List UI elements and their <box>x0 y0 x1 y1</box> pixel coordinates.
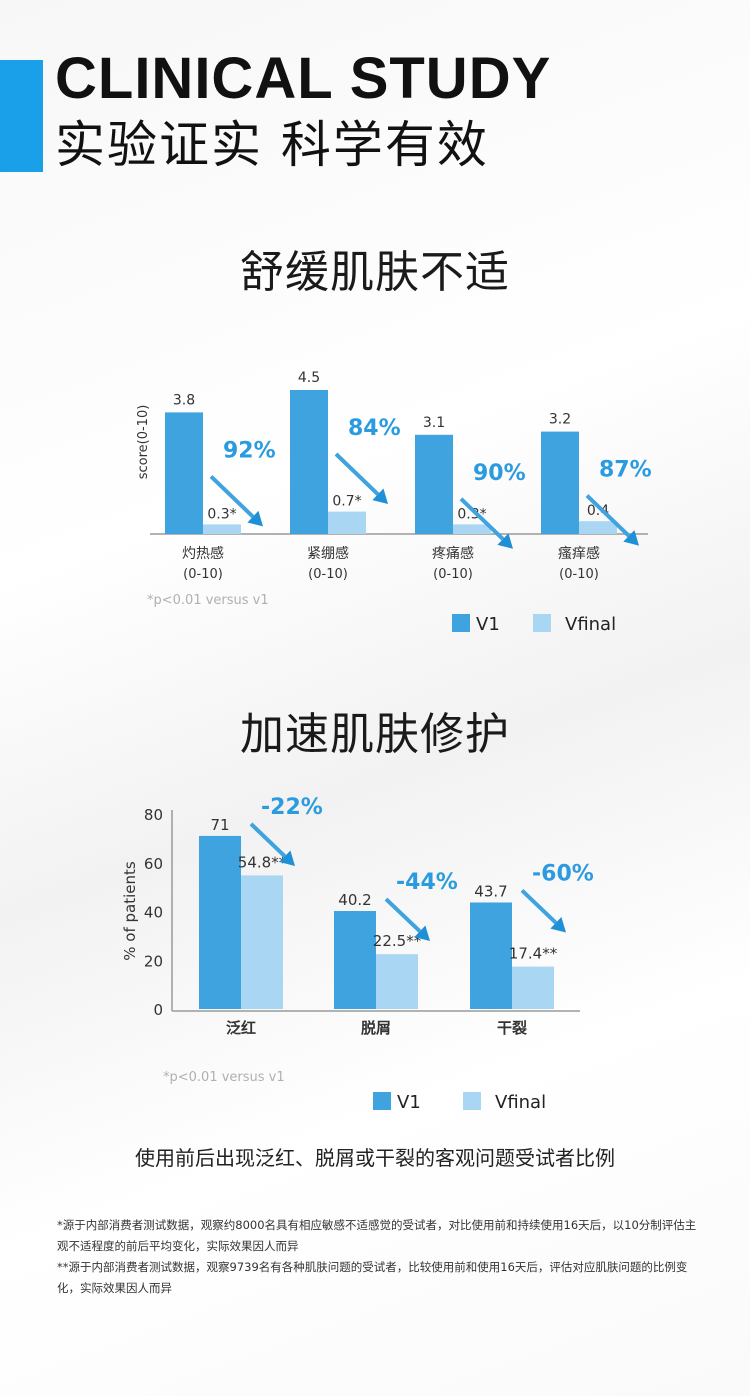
legend-swatch-v1 <box>373 1092 391 1110</box>
x-tick-label: 干裂 <box>497 1019 527 1037</box>
reduction-label: -60% <box>532 861 594 886</box>
reduction-label: -44% <box>396 870 458 895</box>
x-tick-sublabel: (0-10) <box>183 567 223 582</box>
bar-vfinal <box>241 875 283 1009</box>
reduction-arrow <box>249 822 295 866</box>
data-label-v1: 3.1 <box>423 415 445 431</box>
bar-vfinal <box>579 521 617 534</box>
bar-v1 <box>199 835 241 1009</box>
y-tick-label: 40 <box>144 904 163 922</box>
reduction-arrow <box>384 897 430 942</box>
page-title: CLINICAL STUDY <box>55 46 552 111</box>
data-label-vfinal: 22.5** <box>373 932 422 950</box>
chart-soothing-discomfort: score(0-10) 3.8 0.3* 灼热感 (0-10) 92% 4.5 0.7* 紧绷感… <box>136 370 652 635</box>
footnote-1: *源于内部消费者测试数据，观察约8000名具有相应敏感不适感觉的受试者，对比使用… <box>57 1218 697 1253</box>
reduction-arrow <box>585 494 639 546</box>
data-label-v1: 4.5 <box>298 370 320 386</box>
y-tick-label: 60 <box>144 855 163 873</box>
bar-vfinal <box>453 524 491 534</box>
data-label-v1: 3.2 <box>549 412 571 428</box>
data-label-v1: 71 <box>210 816 229 834</box>
data-label-vfinal: 17.4** <box>509 945 558 963</box>
chart-2-title: 加速肌肤修护 <box>240 709 510 760</box>
reduction-label: 84% <box>348 416 401 441</box>
data-label-vfinal: 0.7* <box>332 494 361 510</box>
bar-vfinal <box>376 954 418 1009</box>
data-label-vfinal: 0.3* <box>207 506 236 522</box>
significance-note: *p<0.01 versus v1 <box>147 593 269 608</box>
x-tick-label: 疼痛感 <box>432 545 474 562</box>
legend-label-vfinal: Vfinal <box>565 614 616 635</box>
data-label-v1: 40.2 <box>338 891 371 909</box>
chart-skin-repair: % of patients 0 20 40 60 80 71 54.8** 泛红 -22% 40.2… <box>121 795 594 1113</box>
legend-swatch-v1 <box>452 614 470 632</box>
footnote-2: **源于内部消费者测试数据，观察9739名有各种肌肤问题的受试者，比较使用前和使… <box>57 1260 688 1295</box>
y-tick-label: 0 <box>153 1001 163 1019</box>
bar-v1 <box>334 911 376 1009</box>
x-tick-sublabel: (0-10) <box>433 567 473 582</box>
legend-label-v1: V1 <box>476 614 500 635</box>
bar-v1 <box>541 431 579 534</box>
chart-1-title: 舒缓肌肤不适 <box>240 247 510 298</box>
bar-v1 <box>290 390 328 534</box>
bar-v1 <box>165 412 203 534</box>
bar-v1 <box>470 902 512 1009</box>
x-tick-label: 灼热感 <box>182 545 224 562</box>
bar-vfinal <box>203 524 241 534</box>
reduction-label: -22% <box>261 795 323 820</box>
reduction-label: 90% <box>473 461 526 486</box>
significance-note: *p<0.01 versus v1 <box>163 1070 285 1085</box>
reduction-label: 87% <box>599 458 652 483</box>
bar-vfinal <box>328 511 366 534</box>
legend-label-vfinal: Vfinal <box>495 1092 546 1113</box>
data-label-v1: 3.8 <box>173 392 195 408</box>
x-tick-label: 脱屑 <box>361 1019 391 1037</box>
chart-2-caption: 使用前后出现泛红、脱屑或干裂的客观问题受试者比例 <box>135 1146 615 1170</box>
data-label-v1: 43.7 <box>474 882 507 900</box>
y-axis-label: score(0-10) <box>136 405 151 480</box>
y-tick-label: 20 <box>144 952 163 970</box>
reduction-label: 92% <box>223 438 276 463</box>
y-tick-label: 80 <box>144 806 163 824</box>
y-axis-label: % of patients <box>121 861 139 961</box>
x-tick-label: 瘙痒感 <box>558 545 600 562</box>
legend-label-v1: V1 <box>397 1092 421 1113</box>
reduction-arrow <box>334 452 388 504</box>
reduction-arrow <box>520 889 566 933</box>
accent-bar <box>0 60 43 172</box>
x-tick-label: 紧绷感 <box>307 545 349 562</box>
legend-swatch-vfinal <box>533 614 551 632</box>
x-tick-sublabel: (0-10) <box>308 567 348 582</box>
data-label-vfinal: 0.4 <box>587 503 609 519</box>
x-tick-sublabel: (0-10) <box>559 567 599 582</box>
bar-vfinal <box>512 966 554 1009</box>
footnotes: *源于内部消费者测试数据，观察约8000名具有相应敏感不适感觉的受试者，对比使用… <box>57 1215 707 1299</box>
reduction-arrow <box>209 474 263 527</box>
x-tick-label: 泛红 <box>226 1019 256 1037</box>
reduction-arrow <box>459 497 513 549</box>
page-subtitle: 实验证实 科学有效 <box>55 116 489 174</box>
legend-swatch-vfinal <box>463 1092 481 1110</box>
data-label-vfinal: 54.8** <box>238 853 287 871</box>
bar-v1 <box>415 434 453 534</box>
